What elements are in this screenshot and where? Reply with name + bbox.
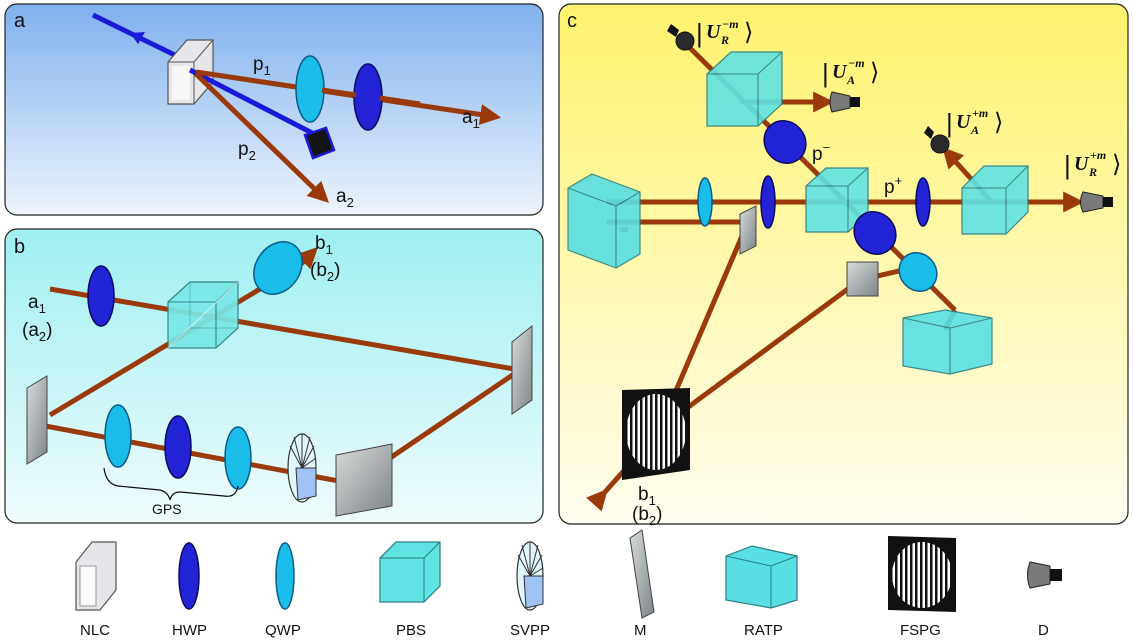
- panel-c-letter: c: [567, 10, 577, 32]
- panel-a: a p1 a1 p2 a2: [5, 4, 543, 215]
- svg-text:A: A: [970, 123, 979, 137]
- hwp-b-input: [88, 266, 114, 326]
- legend-item-d: D: [1028, 562, 1063, 639]
- fspg-c: [622, 388, 690, 480]
- svg-text:U: U: [832, 61, 848, 83]
- svg-text:⟩: ⟩: [744, 19, 753, 46]
- legend-item-ratp: RATP: [726, 546, 797, 639]
- panel-a-letter: a: [14, 10, 26, 32]
- svg-text:+m: +m: [972, 106, 988, 120]
- svg-text:|: |: [696, 18, 703, 48]
- qwp-c-horizontal: [698, 178, 712, 226]
- legend-label-nlc: NLC: [80, 622, 110, 639]
- legend-item-hwp: HWP: [172, 543, 207, 639]
- svg-text:|: |: [1064, 150, 1071, 180]
- hwp-c-horizontal: [761, 176, 775, 228]
- svg-text:U: U: [956, 111, 972, 133]
- legend-item-qwp: QWP: [265, 543, 301, 639]
- svg-text:|: |: [822, 58, 829, 88]
- legend-label-fspg: FSPG: [900, 622, 941, 639]
- pbs-b: [168, 282, 238, 348]
- svg-text:R: R: [1088, 165, 1097, 179]
- mirror-b-right: [512, 326, 532, 414]
- panel-c: c: [559, 4, 1128, 528]
- mirror-b-left: [27, 376, 47, 464]
- label-b2: (b2): [310, 260, 340, 284]
- svg-text:U: U: [1074, 153, 1090, 175]
- ratp-c-right: [903, 310, 992, 374]
- svg-text:⟩: ⟩: [994, 109, 1003, 136]
- legend-item-fspg: FSPG: [888, 536, 956, 639]
- svpp-b: [288, 434, 316, 502]
- qwp-b-gps-1: [105, 405, 131, 467]
- legend-label-d: D: [1038, 622, 1049, 639]
- mirror-c-1: [740, 206, 756, 254]
- ratp-c-left: [568, 174, 640, 268]
- svg-text:R: R: [720, 33, 729, 47]
- legend-label-pbs: PBS: [396, 622, 426, 639]
- svg-text:⟩: ⟩: [870, 59, 879, 86]
- legend-label-hwp: HWP: [172, 622, 207, 639]
- label-a2-b: (a2): [22, 320, 52, 344]
- legend-item-nlc: NLC: [76, 542, 116, 639]
- svg-text:U: U: [706, 21, 722, 43]
- svg-text:+m: +m: [1090, 148, 1106, 162]
- mirror-b-bottom: [336, 444, 392, 516]
- legend-label-m: M: [634, 622, 647, 639]
- svg-text:A: A: [846, 73, 855, 87]
- panel-b-letter: b: [14, 236, 25, 258]
- svg-text:|: |: [946, 108, 953, 138]
- qwp-b-gps-2: [225, 427, 251, 489]
- label-gps: GPS: [152, 501, 182, 517]
- legend-item-m: M: [630, 530, 654, 639]
- svg-text:−m: −m: [848, 56, 865, 70]
- legend-label-qwp: QWP: [265, 622, 301, 639]
- legend: NLC HWP QWP PBS SVPP M RATP: [76, 530, 1062, 639]
- panel-b: b GPS: [5, 229, 543, 523]
- svg-text:−m: −m: [722, 17, 739, 31]
- legend-label-ratp: RATP: [744, 622, 783, 639]
- legend-item-svpp: SVPP: [510, 542, 550, 639]
- svg-text:⟩: ⟩: [1112, 151, 1121, 178]
- hwp-c-pplus: [916, 178, 930, 226]
- legend-item-pbs: PBS: [380, 542, 440, 639]
- label-b2-c: (b2): [632, 504, 662, 528]
- mirror-c-2: [847, 262, 878, 296]
- pbs-c-top: [707, 52, 782, 126]
- hwp-b-gps: [165, 416, 191, 478]
- legend-label-svpp: SVPP: [510, 622, 550, 639]
- qwp-a: [296, 56, 324, 122]
- hwp-a: [354, 64, 382, 130]
